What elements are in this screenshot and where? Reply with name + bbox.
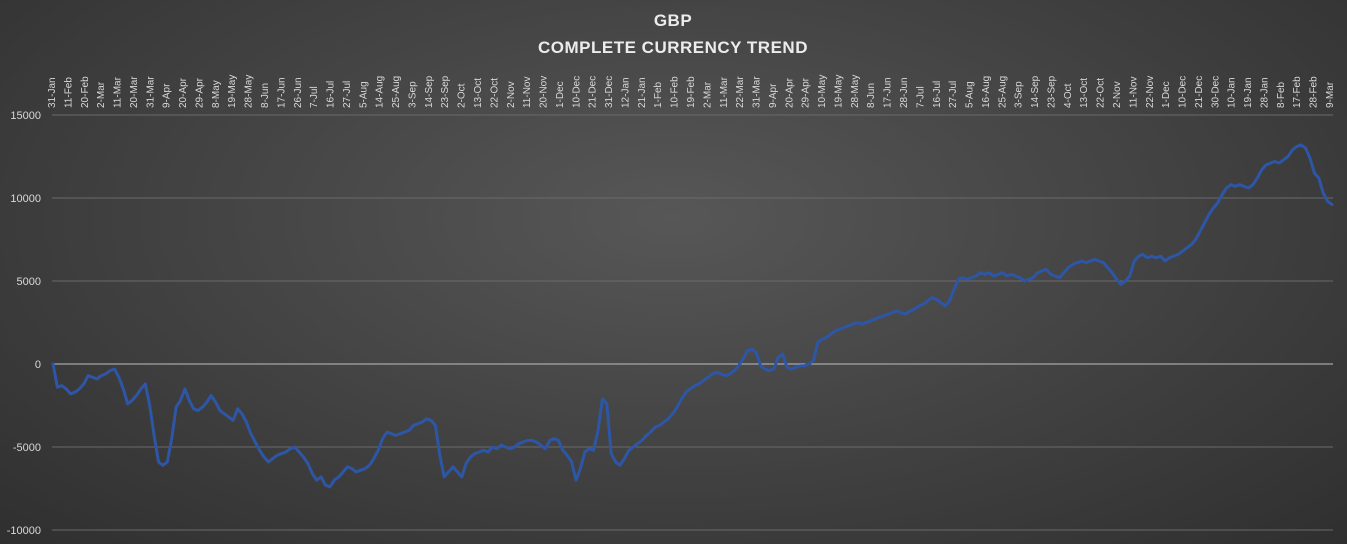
gridlines — [52, 114, 1333, 531]
x-tick-label: 22-Mar — [735, 76, 746, 108]
x-tick-label: 2-Oct — [457, 83, 468, 108]
x-tick-label: 29-Apr — [801, 77, 812, 108]
x-tick-label: 28-Jan — [1259, 77, 1270, 108]
x-tick-label: 23-Sep — [1046, 75, 1057, 108]
chart-title: GBP — [654, 11, 692, 30]
x-axis: 31-Jan 11-Feb 20-Feb 2-Mar 11-Mar 20-Mar 31-Ma… — [47, 75, 1336, 108]
x-tick-label: 3-Sep — [407, 81, 418, 108]
x-tick-label: 17-Feb — [1292, 76, 1303, 108]
x-tick-label: 31-Dec — [604, 76, 615, 108]
x-tick-label: 28-May — [850, 75, 861, 108]
x-tick-label: 14-Sep — [424, 75, 435, 108]
x-tick-label: 19-Jan — [1243, 77, 1254, 108]
x-tick-label: 1-Feb — [653, 81, 664, 108]
x-tick-label: 25-Aug — [391, 76, 402, 108]
x-tick-label: 13-Oct — [473, 78, 484, 108]
x-tick-label: 2-Nov — [1112, 81, 1123, 108]
series-line — [51, 143, 1334, 489]
x-tick-label: 10-Dec — [571, 76, 582, 108]
x-tick-label: 10-May — [817, 75, 828, 108]
x-tick-label: 2-Nov — [506, 81, 517, 108]
x-tick-label: 22-Oct — [489, 78, 500, 108]
y-tick-label: 10000 — [10, 193, 41, 205]
x-tick-label: 2-Mar — [702, 81, 713, 108]
x-tick-label: 28-Feb — [1309, 76, 1320, 108]
x-tick-label: 19-Feb — [686, 76, 697, 108]
x-tick-label: 1-Dec — [1161, 81, 1172, 108]
x-tick-label: 20-Mar — [129, 76, 140, 108]
x-tick-label: 31-Mar — [752, 76, 763, 108]
x-tick-label: 8-Feb — [1276, 81, 1287, 108]
x-tick-label: 29-Apr — [194, 77, 205, 108]
x-tick-label: 5-Aug — [358, 81, 369, 108]
x-tick-label: 28-Jun — [899, 77, 910, 108]
x-tick-label: 16-Jul — [932, 81, 943, 108]
x-tick-label: 11-Nov — [1128, 77, 1139, 109]
x-tick-label: 7-Jul — [309, 86, 320, 108]
x-tick-label: 21-Dec — [1194, 76, 1205, 108]
x-tick-label: 22-Nov — [1145, 76, 1156, 108]
x-tick-label: 28-May — [244, 75, 255, 108]
x-tick-label: 16-Aug — [981, 76, 992, 108]
x-tick-label: 17-Jun — [276, 77, 287, 108]
chart-subtitle: COMPLETE CURRENCY TREND — [538, 38, 808, 57]
x-tick-label: 9-Apr — [162, 83, 173, 108]
x-tick-label: 26-Jun — [293, 77, 304, 108]
y-tick-label: -5000 — [13, 442, 41, 454]
x-tick-label: 17-Jun — [883, 77, 894, 108]
x-tick-label: 27-Jul — [342, 81, 353, 108]
x-tick-label: 31-Mar — [145, 76, 156, 108]
x-tick-label: 8-May — [211, 80, 222, 108]
y-tick-label: 0 — [35, 359, 41, 371]
y-tick-label: -10000 — [7, 525, 41, 537]
x-tick-label: 8-Jun — [260, 83, 271, 108]
x-tick-label: 11-Nov — [522, 77, 533, 109]
x-tick-label: 11-Mar — [113, 76, 124, 108]
x-tick-label: 14-Aug — [375, 76, 386, 108]
x-tick-label: 23-Sep — [440, 75, 451, 108]
y-axis: 15000 10000 5000 0 -5000 -10000 — [7, 110, 41, 537]
x-tick-label: 1-Dec — [555, 81, 566, 108]
x-tick-label: 21-Dec — [588, 76, 599, 108]
x-tick-label: 30-Dec — [1210, 76, 1221, 108]
x-tick-label: 19-May — [227, 75, 238, 108]
x-tick-label: 22-Oct — [1096, 78, 1107, 108]
x-tick-label: 16-Jul — [326, 81, 337, 108]
x-tick-label: 20-Apr — [178, 77, 189, 108]
series-layer — [51, 143, 1334, 489]
x-tick-label: 27-Jul — [948, 81, 959, 108]
x-tick-label: 5-Aug — [965, 81, 976, 108]
x-tick-label: 10-Dec — [1178, 76, 1189, 108]
x-tick-label: 9-Apr — [768, 83, 779, 108]
x-tick-label: 20-Nov — [539, 76, 550, 108]
x-tick-label: 9-Mar — [1325, 81, 1336, 108]
x-tick-label: 8-Jun — [866, 83, 877, 108]
x-tick-label: 20-Apr — [784, 77, 795, 108]
x-tick-label: 20-Feb — [80, 76, 91, 108]
x-tick-label: 11-Feb — [63, 77, 74, 108]
x-tick-label: 12-Jan — [620, 77, 631, 108]
x-tick-label: 21-Jan — [637, 77, 648, 108]
x-tick-label: 10-Feb — [670, 76, 681, 108]
y-tick-label: 15000 — [10, 110, 41, 122]
x-tick-label: 13-Oct — [1079, 78, 1090, 108]
x-tick-label: 7-Jul — [915, 86, 926, 108]
x-tick-label: 14-Sep — [1030, 75, 1041, 108]
x-tick-label: 10-Jan — [1227, 77, 1238, 108]
x-tick-label: 3-Sep — [1014, 81, 1025, 108]
x-tick-label: 4-Oct — [1063, 83, 1074, 108]
x-tick-label: 19-May — [833, 75, 844, 108]
x-tick-label: 25-Aug — [997, 76, 1008, 108]
y-tick-label: 5000 — [17, 276, 41, 288]
x-tick-label: 11-Mar — [719, 76, 730, 108]
x-tick-label: 2-Mar — [96, 81, 107, 108]
x-tick-label: 31-Jan — [47, 77, 58, 108]
